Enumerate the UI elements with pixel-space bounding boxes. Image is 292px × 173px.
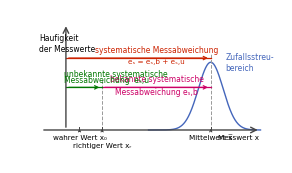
Text: Mittelwert x̅: Mittelwert x̅	[189, 135, 232, 141]
Text: bekannte systematische: bekannte systematische	[110, 75, 203, 84]
Text: Messabweichung  eₛ,u: Messabweichung eₛ,u	[64, 76, 149, 85]
Text: Messabweichung eₛ,b: Messabweichung eₛ,b	[115, 88, 198, 97]
Text: Messwert x: Messwert x	[218, 135, 259, 141]
Text: Zufallsstreu-
bereich: Zufallsstreu- bereich	[225, 53, 274, 73]
Text: unbekannte systematische: unbekannte systematische	[64, 70, 167, 79]
Text: der Messwerte: der Messwerte	[39, 45, 95, 54]
Text: wahrer Wert x₀: wahrer Wert x₀	[53, 135, 106, 141]
Text: richtiger Wert xᵣ: richtiger Wert xᵣ	[73, 143, 131, 149]
Text: Haufigkeit: Haufigkeit	[39, 34, 78, 43]
Text: systematische Messabweichung: systematische Messabweichung	[95, 46, 218, 55]
Text: eₛ = eₛ,b + eₛ,u: eₛ = eₛ,b + eₛ,u	[128, 59, 185, 65]
